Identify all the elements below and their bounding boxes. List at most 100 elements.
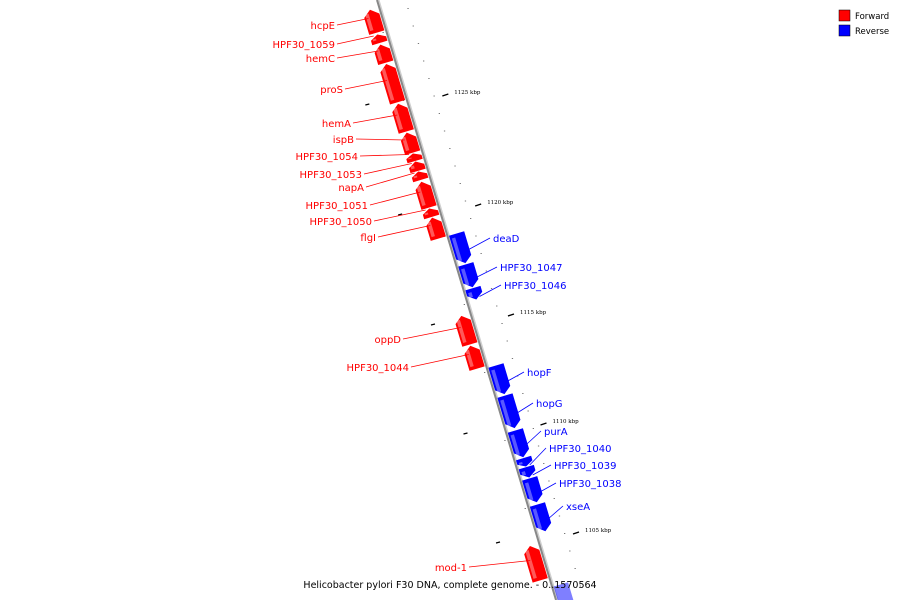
gene-deaD[interactable] [449, 231, 473, 265]
scale-dot [553, 498, 555, 499]
gene-mod-1[interactable] [523, 544, 548, 583]
gene-leader-line [359, 154, 410, 157]
scale-dot [423, 60, 425, 62]
gene-highlight [532, 508, 543, 530]
tick-mark-left [398, 213, 403, 216]
gene-arrow[interactable] [422, 207, 440, 220]
gene-arrow[interactable] [463, 344, 485, 371]
gene-label: HPF30_1059 [273, 40, 335, 51]
scale-dot [579, 585, 581, 587]
gene-HPF30_1040[interactable] [515, 455, 533, 468]
gene-HPF30_1050[interactable] [422, 207, 440, 220]
tick-mark [540, 422, 547, 426]
scale-dot [574, 568, 576, 569]
gene-arrow[interactable] [507, 428, 530, 459]
scale-dot [463, 304, 465, 305]
scale-dot [558, 515, 561, 517]
gene-leader-line [532, 464, 552, 476]
scale-dot [438, 113, 440, 114]
scale-dot [459, 183, 461, 184]
gene-HPF30_1047[interactable] [458, 262, 480, 289]
gene-label: hopF [527, 368, 552, 379]
gene-highlight [365, 13, 374, 32]
gene-HPF30_1044[interactable] [463, 344, 485, 371]
gene-label: purA [544, 427, 568, 438]
gene-purA[interactable] [507, 428, 530, 459]
gene-hopF[interactable] [488, 363, 512, 396]
gene-highlight [424, 212, 429, 216]
legend-label-reverse: Reverse [855, 27, 889, 37]
scale-dot [504, 440, 506, 441]
gene-arrow[interactable] [373, 43, 394, 65]
gene-oppD[interactable] [454, 314, 478, 347]
gene-leader-line [373, 209, 426, 222]
gene-HPF30_1046[interactable] [465, 285, 484, 301]
gene-leader-line [336, 50, 379, 59]
gene-label: flgI [360, 233, 376, 244]
gene-leader-line [523, 430, 542, 447]
gene-arrow[interactable] [515, 455, 533, 468]
gene-arrow[interactable] [449, 231, 473, 265]
gene-arrow[interactable] [523, 544, 548, 583]
gene-highlight [510, 434, 520, 456]
scale-dot [522, 393, 524, 394]
gene-arrow[interactable] [488, 363, 512, 396]
gene-arrow[interactable] [425, 216, 446, 241]
gene-label: HPF30_1044 [347, 363, 409, 374]
gene-arrow[interactable] [370, 33, 388, 46]
gene-arrow[interactable] [408, 160, 426, 174]
gene-leader-line [529, 447, 547, 466]
gene-arrow[interactable] [400, 131, 421, 155]
gene-leader-line [468, 560, 531, 568]
gene-label: deaD [493, 234, 520, 245]
gene-arrow[interactable] [465, 285, 484, 301]
legend: Forward Reverse [838, 9, 889, 37]
gene-arrow[interactable] [363, 8, 385, 35]
genome-caption: Helicobacter pylori F30 DNA, complete ge… [303, 580, 596, 591]
gene-label: hcpE [310, 21, 335, 32]
gene-arrow[interactable] [391, 102, 414, 134]
gene-arrow[interactable] [458, 262, 480, 289]
tick-label: 1125 kbp [454, 90, 481, 96]
gene-leader-line [537, 482, 557, 494]
gene-arrow[interactable] [379, 62, 406, 105]
gene-arrow[interactable] [529, 502, 552, 533]
gene-hemC[interactable] [373, 43, 394, 65]
gene-arrow[interactable] [497, 393, 522, 430]
gene-HPF30_1039[interactable] [518, 464, 536, 479]
gene-highlight [393, 107, 403, 130]
scale-dot [485, 270, 487, 272]
scale-dot [417, 43, 420, 44]
gene-HPF30_1053[interactable] [408, 160, 426, 174]
gene-arrow[interactable] [414, 180, 437, 210]
gene-xseA[interactable] [529, 502, 552, 533]
gene-highlight [416, 185, 426, 207]
gene-label: HPF30_1050 [310, 217, 372, 228]
gene-leader-line [402, 327, 461, 340]
gene-ispB[interactable] [400, 131, 421, 155]
gene-leader-line [369, 191, 421, 206]
gene-arrow[interactable] [518, 464, 536, 479]
gene-highlight [491, 369, 502, 393]
gene-hemA[interactable] [391, 102, 414, 134]
tick-mark [474, 203, 482, 207]
gene-highlight [518, 462, 523, 465]
gene-hopG[interactable] [497, 393, 522, 430]
scale-dot [407, 8, 409, 9]
gene-highlight [381, 68, 395, 101]
gene-HPF30_1054[interactable] [406, 152, 423, 164]
gene-arrow[interactable] [522, 476, 544, 504]
tick-mark [442, 93, 449, 97]
gene-arrow[interactable] [411, 170, 429, 183]
gene-leader-line [504, 371, 525, 383]
gene-hcpE[interactable] [363, 8, 385, 35]
gene-HPF30_1038[interactable] [522, 476, 544, 504]
gene-proS[interactable] [379, 62, 406, 105]
scale-dot [412, 25, 414, 27]
gene-arrow[interactable] [406, 152, 423, 164]
gene-HPF30_1051[interactable] [414, 180, 437, 210]
gene-HPF30_1059[interactable] [370, 33, 388, 46]
gene-napA[interactable] [411, 170, 429, 183]
gene-arrow[interactable] [454, 314, 478, 347]
scale-dot [517, 375, 519, 377]
